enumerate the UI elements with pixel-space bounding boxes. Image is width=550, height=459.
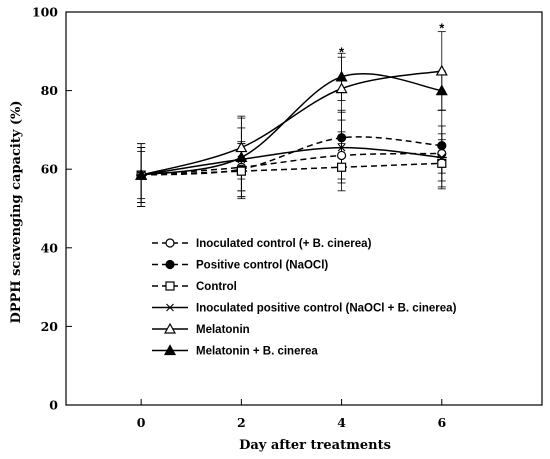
markers-series-6 [135,70,448,180]
chart-legend: Inoculated control (+ B. cinerea) Positiv… [152,238,457,358]
point-triangle-filled [335,70,348,82]
point-triangle-open [335,82,348,94]
x-axis-title: Day after treatments [239,438,391,453]
errorbars-series-5 [137,31,446,207]
y-tick-label: 60 [41,162,59,177]
significance-mark: * [439,21,445,36]
point-circle-open [165,238,175,248]
legend-label: Positive control (NaOCl) [196,260,328,272]
legend-item: Melatonin [152,322,250,336]
legend-label: Control [196,281,237,293]
point-square-open [437,158,447,168]
legend-item: Control [152,281,237,293]
markers-series-5 [135,64,448,180]
point-circle-filled [437,141,447,151]
point-triangle-open [163,322,177,334]
point-square-open [236,166,246,176]
point-square-open [165,281,175,291]
point-triangle-filled [135,168,148,180]
point-circle-open [336,150,347,161]
x-tick-label: 6 [437,415,446,430]
point-asterisk [165,303,175,312]
y-axis-title: DPPH scavenging capacity (%) [9,100,24,323]
significance-mark: * [339,44,345,59]
legend-item: Inoculated control (+ B. cinerea) [152,238,372,250]
series-line-3 [141,162,442,176]
point-triangle-filled [435,84,448,96]
point-square-open [336,162,347,172]
legend-item: Inoculated positive control (NaOCl + B. … [152,303,457,315]
x-tick-label: 2 [237,415,246,430]
errorbars-series-1 [137,131,446,204]
plot-frame [65,11,543,406]
series-line-5 [140,70,442,176]
legend-item: Positive control (NaOCl) [152,260,328,272]
chart-axes: 0 20 40 60 80 100 0 2 4 6 [32,5,543,430]
y-tick-label: 80 [41,83,59,98]
legend-label: Inoculated positive control (NaOCl + B. … [196,303,457,315]
y-tick-label: 0 [49,398,58,413]
point-circle-filled [165,259,175,270]
legend-item: Melatonin + B. cinerea [152,344,318,358]
legend-label: Inoculated control (+ B. cinerea) [196,238,372,250]
y-tick-label: 20 [41,319,59,334]
series-layer: ** [135,21,448,207]
point-circle-filled [336,133,347,143]
errorbars-series-2 [137,109,446,204]
series-line-6 [141,73,442,176]
point-circle-open [437,148,447,159]
series-line-4 [141,146,442,176]
point-asterisk [436,153,447,162]
x-tick-label: 4 [337,415,346,430]
point-triangle-open [435,64,448,76]
errorbars-series-4 [137,111,446,204]
legend-label: Melatonin [196,324,250,336]
y-tick-label: 100 [32,5,58,20]
legend-label: Melatonin + B. cinerea [196,346,318,358]
point-triangle-filled [235,151,248,163]
y-tick-label: 40 [41,240,59,255]
x-tick-label: 0 [137,415,146,430]
point-asterisk [336,143,347,152]
point-triangle-filled [163,344,177,356]
